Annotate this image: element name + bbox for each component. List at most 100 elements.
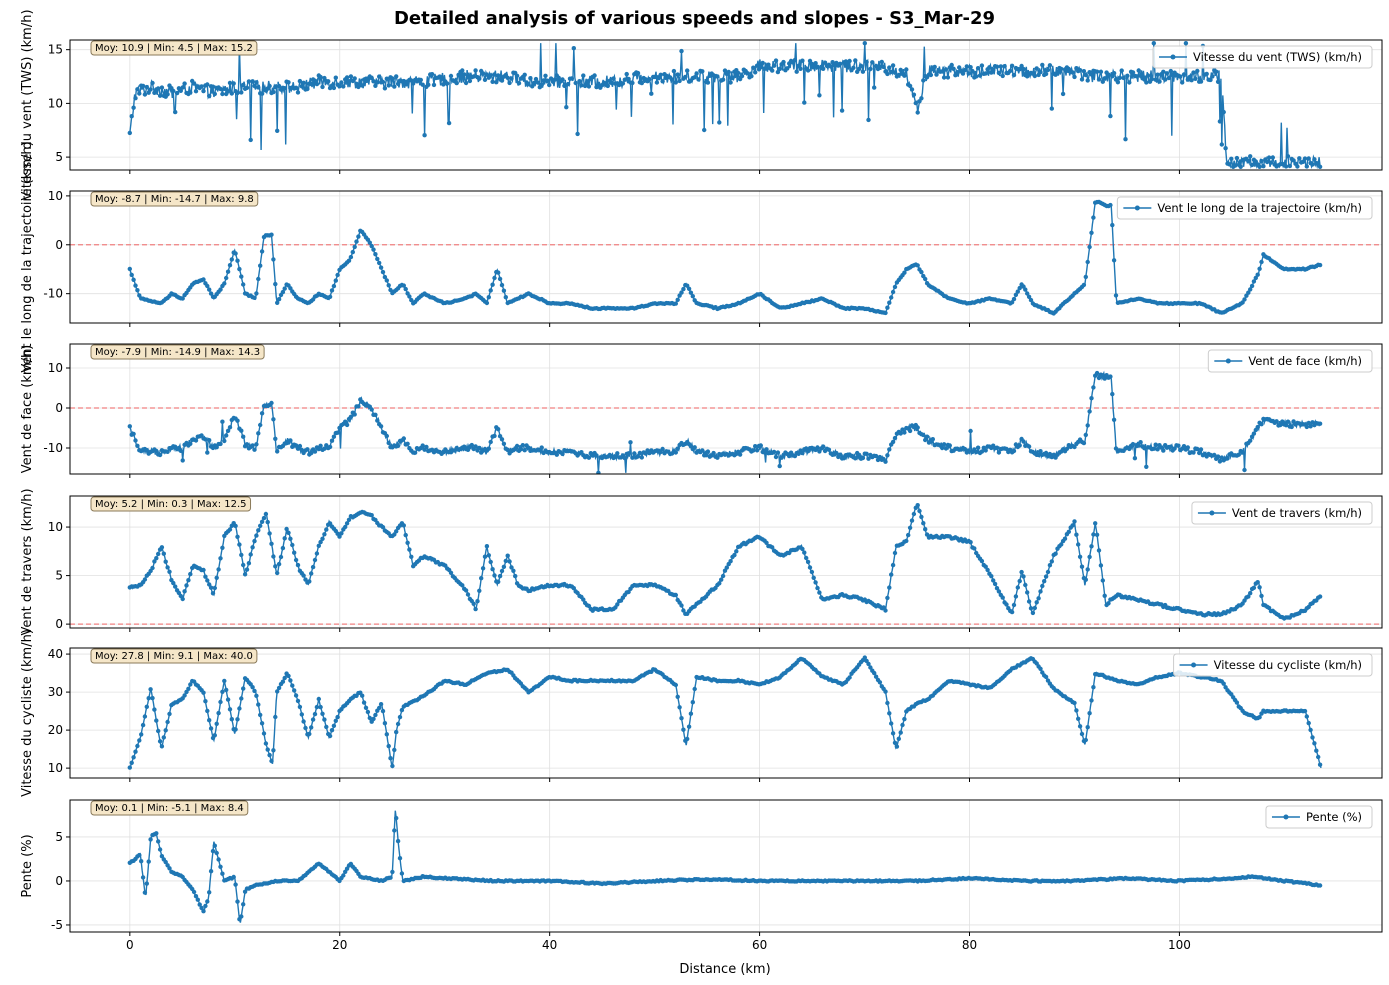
stats-box	[90, 40, 258, 56]
data-point	[397, 856, 403, 861]
data-point	[1149, 76, 1155, 82]
data-point	[241, 562, 246, 568]
data-point	[469, 442, 474, 448]
data-point	[1074, 532, 1079, 537]
data-point	[968, 540, 973, 545]
data-point	[420, 82, 425, 87]
data-point	[560, 77, 565, 82]
data-point	[140, 722, 146, 728]
data-point	[407, 547, 412, 552]
data-point	[399, 871, 405, 876]
data-point	[496, 427, 501, 432]
data-point	[214, 850, 219, 856]
data-point	[344, 75, 350, 80]
data-point	[156, 839, 161, 844]
data-point	[770, 68, 775, 73]
data-point	[1032, 605, 1038, 611]
data-point	[222, 86, 227, 92]
data-point	[1255, 580, 1260, 585]
axes-frame	[69, 190, 1383, 324]
data-point	[261, 731, 267, 736]
data-point	[269, 400, 274, 406]
data-point	[503, 558, 508, 564]
data-point	[207, 287, 212, 292]
data-point	[322, 532, 327, 537]
data-point	[520, 443, 525, 448]
data-point	[1257, 266, 1262, 271]
data-point	[675, 694, 680, 699]
data-point	[152, 90, 157, 96]
data-point	[1017, 285, 1022, 291]
data-point	[390, 869, 395, 875]
data-point	[1255, 272, 1260, 277]
data-point	[167, 569, 172, 574]
data-point	[1043, 71, 1049, 77]
data-point	[246, 561, 252, 566]
data-point	[496, 579, 501, 584]
data-point	[171, 88, 176, 94]
data-point	[915, 263, 920, 268]
data-point	[348, 74, 354, 79]
data-point	[632, 451, 637, 456]
data-point	[139, 732, 144, 737]
data-point	[1195, 68, 1200, 74]
y-tick-label: 0	[55, 874, 63, 888]
data-point	[280, 679, 286, 684]
data-point	[259, 721, 265, 726]
data-point	[371, 79, 376, 84]
data-point	[611, 76, 616, 81]
data-point	[208, 585, 214, 590]
data-point	[1081, 440, 1087, 446]
y-tick-label: 30	[48, 685, 63, 699]
data-point	[1270, 155, 1276, 160]
data-point	[150, 565, 155, 571]
data-point	[974, 449, 979, 455]
data-point	[154, 448, 159, 454]
data-point	[985, 567, 990, 573]
data-point	[307, 579, 312, 584]
data-point	[930, 437, 935, 442]
legend-box	[1152, 45, 1373, 69]
data-point	[715, 455, 720, 460]
data-point	[165, 565, 170, 570]
data-point	[630, 80, 635, 86]
data-point	[1009, 63, 1015, 68]
data-point	[471, 74, 476, 79]
data-point	[1034, 600, 1039, 605]
data-point	[235, 90, 240, 96]
data-point	[239, 552, 244, 558]
series-group	[127, 810, 1323, 923]
data-point	[1223, 146, 1228, 151]
data-point	[688, 711, 694, 716]
data-point	[1316, 754, 1321, 760]
data-point	[1059, 542, 1064, 547]
data-point	[1066, 529, 1072, 534]
data-point	[492, 433, 497, 439]
data-point	[1132, 456, 1138, 461]
data-point	[320, 536, 325, 541]
data-point	[804, 555, 809, 561]
data-point	[377, 705, 382, 711]
legend-marker	[1170, 54, 1176, 60]
data-point	[1130, 442, 1136, 447]
data-point	[509, 76, 514, 81]
data-point	[1081, 282, 1087, 288]
data-point	[800, 450, 805, 456]
data-point	[505, 447, 510, 453]
data-point	[924, 434, 930, 439]
data-point	[815, 64, 820, 70]
data-point	[157, 739, 163, 744]
data-point	[284, 526, 289, 532]
y-tick-label: 10	[48, 761, 63, 775]
data-point	[609, 80, 614, 86]
data-point	[140, 875, 146, 880]
data-point	[488, 559, 493, 565]
data-point	[205, 578, 210, 583]
data-point	[1111, 258, 1117, 263]
y-axis-label: Vent de face (km/h)	[20, 345, 35, 474]
data-point	[1234, 700, 1240, 705]
data-point	[384, 732, 389, 737]
data-point	[297, 704, 303, 710]
data-point	[1011, 72, 1017, 78]
data-point	[1251, 279, 1257, 284]
